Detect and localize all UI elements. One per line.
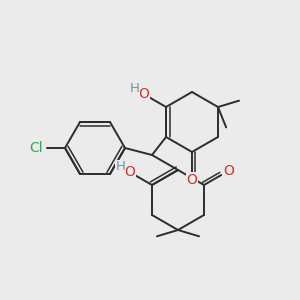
Text: O: O bbox=[223, 164, 234, 178]
Text: O: O bbox=[138, 87, 149, 101]
Text: O: O bbox=[187, 173, 197, 187]
Text: H: H bbox=[130, 82, 140, 95]
Text: H: H bbox=[116, 160, 126, 173]
Text: Cl: Cl bbox=[29, 141, 43, 155]
Text: O: O bbox=[124, 165, 135, 179]
